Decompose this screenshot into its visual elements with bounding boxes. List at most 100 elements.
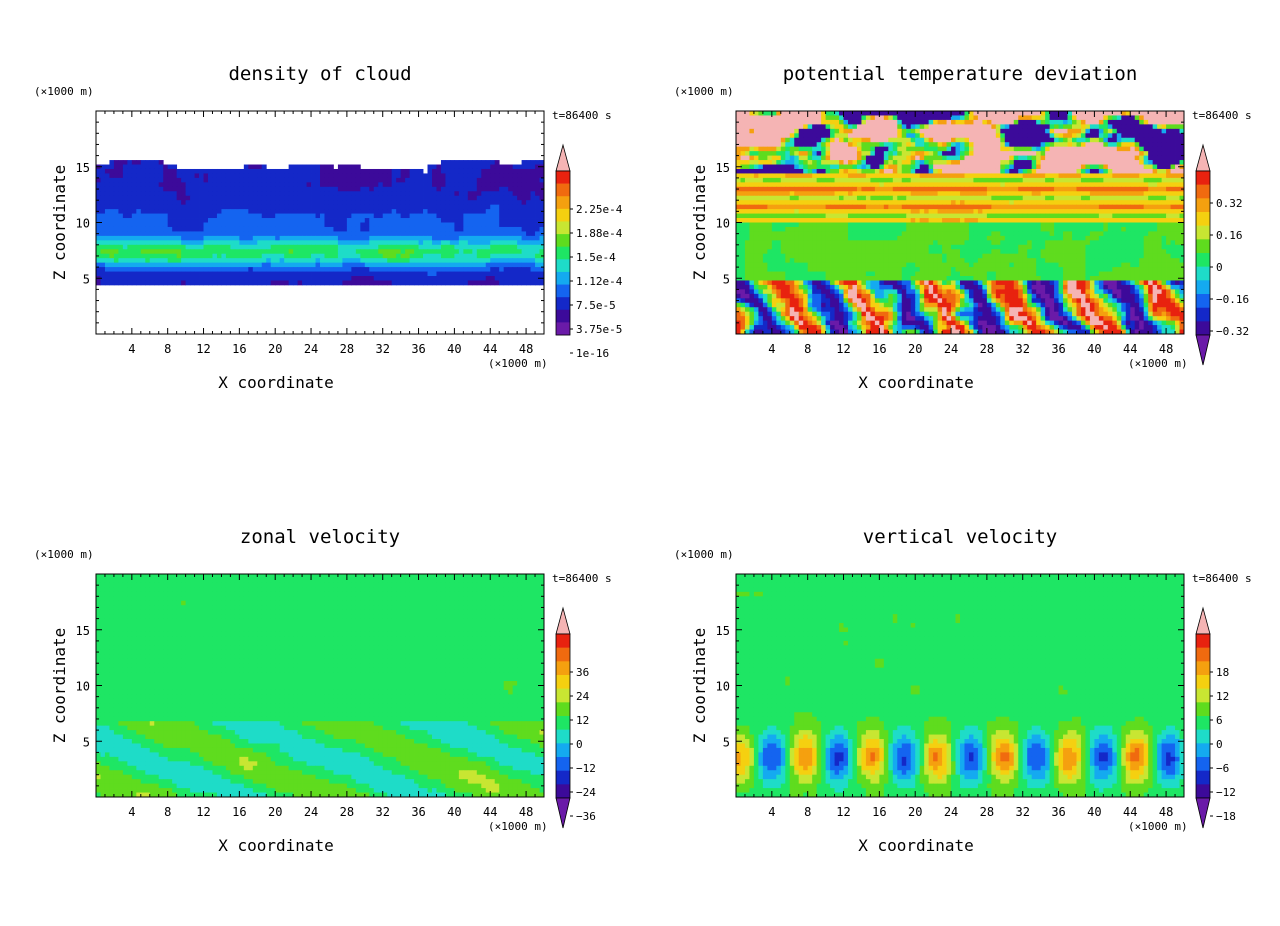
heatmap-cell (1063, 191, 1068, 196)
heatmap-cell (906, 169, 911, 174)
heatmap-cell (790, 120, 795, 125)
heatmap-cell (1000, 115, 1005, 120)
heatmap-cell (1175, 182, 1180, 187)
heatmap-cell (526, 178, 531, 183)
heatmap-cell (150, 236, 155, 241)
heatmap-cell (100, 173, 105, 178)
heatmap-cell (522, 254, 527, 259)
heatmap-cell (145, 191, 150, 196)
panel-cloud: density of cloud(×1000 m)t=86400 s4 8 12 16… (34, 63, 623, 392)
heatmap-cell (852, 156, 857, 161)
heatmap-cell (387, 245, 392, 250)
heatmap-cell (1068, 129, 1073, 134)
heatmap-cell (226, 209, 231, 214)
heatmap-cell (535, 209, 540, 214)
heatmap-cell (861, 111, 866, 116)
heatmap-cell (522, 182, 527, 187)
heatmap-cell (526, 231, 531, 236)
heatmap-cell (230, 205, 235, 210)
heatmap-cell (1027, 133, 1032, 138)
heatmap-cell (441, 258, 446, 263)
heatmap-cell (221, 258, 226, 263)
heatmap-cell (535, 196, 540, 201)
heatmap-cell (168, 236, 173, 241)
heatmap-cell (96, 214, 101, 219)
heatmap-cell (401, 231, 406, 236)
heatmap-cell (423, 267, 428, 272)
heatmap-cell (1076, 129, 1081, 134)
heatmap-cell (996, 191, 1001, 196)
heatmap-cell (177, 187, 182, 192)
heatmap-cell (517, 263, 522, 268)
heatmap-cell (168, 191, 173, 196)
heatmap-cell (866, 191, 871, 196)
heatmap-cell (526, 196, 531, 201)
heatmap-cell (517, 258, 522, 263)
heatmap-cell (956, 133, 961, 138)
heatmap-cell (141, 245, 146, 250)
heatmap-cell (749, 156, 754, 161)
heatmap-cell (897, 124, 902, 129)
heatmap-cell (123, 245, 128, 250)
heatmap-cell (342, 165, 347, 170)
heatmap-cell (852, 151, 857, 156)
heatmap-cell (450, 249, 455, 254)
heatmap-cell (754, 205, 759, 210)
heatmap-cell (405, 240, 410, 245)
heatmap-cell (1153, 142, 1158, 147)
heatmap-cell (960, 165, 965, 170)
heatmap-cell (1000, 191, 1005, 196)
heatmap-cell (356, 254, 361, 259)
heatmap-cell (772, 191, 777, 196)
heatmap-cell (477, 205, 482, 210)
heatmap-cell (441, 245, 446, 250)
heatmap-cell (526, 223, 531, 228)
heatmap-cell (991, 133, 996, 138)
heatmap-cell (1000, 178, 1005, 183)
heatmap-cell (785, 187, 790, 192)
heatmap-cell (244, 276, 249, 281)
heatmap-cell (441, 254, 446, 259)
heatmap-cell (526, 205, 531, 210)
heatmap-cell (360, 196, 365, 201)
heatmap-cell (1068, 120, 1073, 125)
heatmap-cell (1014, 111, 1019, 116)
heatmap-cell (826, 191, 831, 196)
heatmap-cell (289, 254, 294, 259)
heatmap-cell (508, 280, 513, 285)
heatmap-cell (508, 258, 513, 263)
colorbar-label: 7.5e-5 (576, 299, 616, 312)
heatmap-cell (177, 227, 182, 232)
heatmap-cell (239, 263, 244, 268)
heatmap-cell (118, 280, 123, 285)
heatmap-cell (504, 227, 509, 232)
heatmap-cell (933, 111, 938, 116)
heatmap-cell (1166, 142, 1171, 147)
heatmap-cell (906, 142, 911, 147)
heatmap-cell (154, 173, 159, 178)
heatmap-cell (1014, 129, 1019, 134)
heatmap-cell (383, 258, 388, 263)
heatmap-cell (1054, 173, 1059, 178)
heatmap-cell (861, 120, 866, 125)
heatmap-cell (190, 187, 195, 192)
heatmap-cell (221, 187, 226, 192)
heatmap-cell (248, 245, 253, 250)
heatmap-cell (790, 187, 795, 192)
heatmap-cell (329, 187, 334, 192)
heatmap-cell (1166, 151, 1171, 156)
heatmap-cell (454, 200, 459, 205)
heatmap-cell (347, 267, 352, 272)
heatmap-cell (969, 173, 974, 178)
heatmap-cell (1117, 200, 1122, 205)
heatmap-cell (1036, 173, 1041, 178)
heatmap-cell (884, 169, 889, 174)
heatmap-cell (342, 182, 347, 187)
heatmap-cell (266, 231, 271, 236)
heatmap-cell (1023, 115, 1028, 120)
heatmap-cell (1063, 151, 1068, 156)
heatmap-cell (517, 191, 522, 196)
heatmap-cell (244, 182, 249, 187)
heatmap-cell (1153, 182, 1158, 187)
heatmap-cell (504, 280, 509, 285)
